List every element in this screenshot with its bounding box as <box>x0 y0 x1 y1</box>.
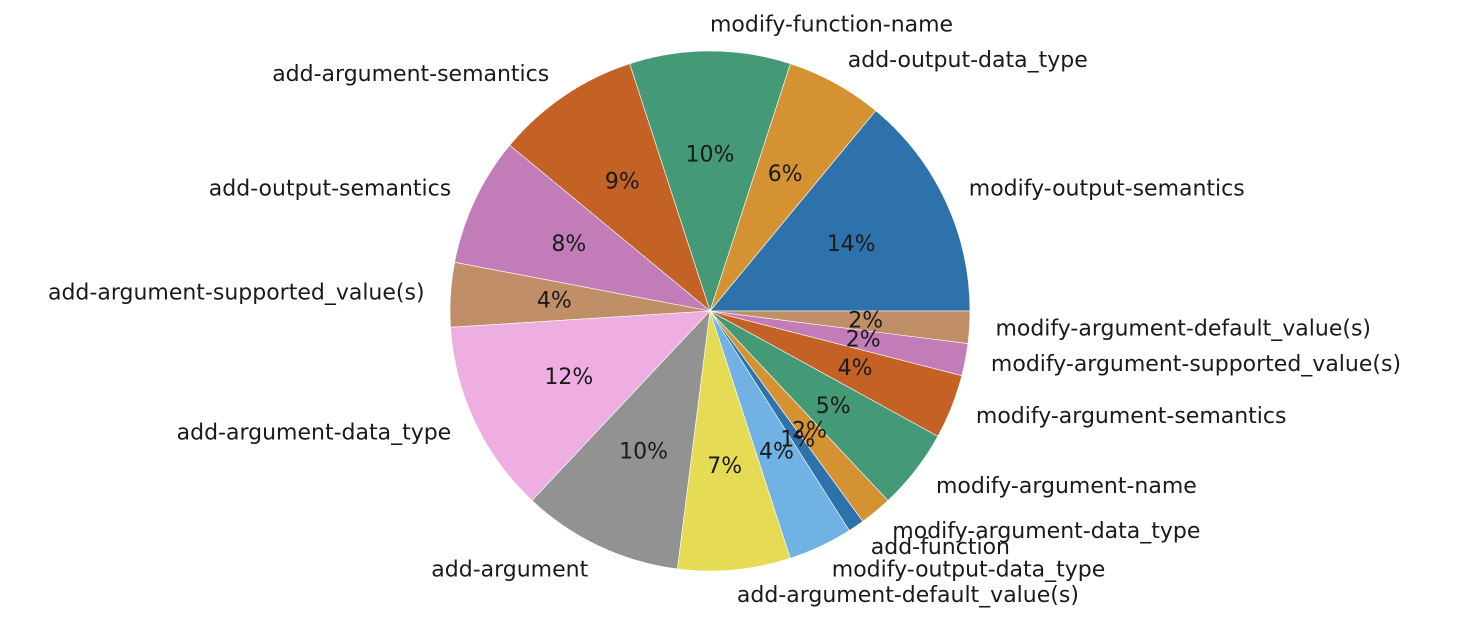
pie-percent-label: 2% <box>848 308 883 333</box>
pie-category-label: modify-argument-semantics <box>976 404 1287 429</box>
pie-slice-add-argument-semantics <box>509 63 711 312</box>
pie-slice-add-argument-default-value-s <box>677 310 791 572</box>
pie-slice-modify-function-name <box>629 50 791 312</box>
pie-percent-label: 5% <box>816 394 851 419</box>
pie-category-label: add-argument-data_type <box>177 420 452 445</box>
pie-percent-label: 1% <box>780 428 815 453</box>
pie-percent-label: 4% <box>759 440 794 465</box>
pie-slice-add-argument-data-type <box>450 310 711 501</box>
pie-percent-label: 8% <box>551 232 586 257</box>
pie-percent-labels: 14%6%10%9%8%4%12%10%7%4%1%2%5%4%2%2% <box>537 143 883 479</box>
pie-slice-modify-argument-default-value-s <box>709 310 971 344</box>
pie-percent-label: 10% <box>686 143 735 168</box>
pie-percent-label: 10% <box>619 440 668 465</box>
pie-slices <box>449 50 971 572</box>
pie-category-label: add-argument-supported_value(s) <box>48 281 425 306</box>
pie-category-label: modify-argument-name <box>936 474 1197 499</box>
pie-percent-label: 14% <box>827 232 876 257</box>
pie-percent-label: 6% <box>768 162 803 187</box>
pie-category-label: add-argument-semantics <box>272 62 549 87</box>
pie-slice-add-argument <box>531 310 711 570</box>
pie-percent-label: 4% <box>537 289 572 314</box>
pie-category-label: modify-argument-default_value(s) <box>995 316 1371 341</box>
pie-percent-label: 4% <box>838 356 873 381</box>
pie-category-label: add-argument-default_value(s) <box>737 583 1079 608</box>
pie-category-label: modify-function-name <box>710 13 953 38</box>
pie-percent-label: 2% <box>846 328 881 353</box>
pie-category-label: add-output-data_type <box>848 48 1088 73</box>
pie-category-label: modify-argument-data_type <box>892 519 1200 544</box>
pie-percent-label: 2% <box>792 419 827 444</box>
pie-category-label: modify-output-semantics <box>969 177 1245 202</box>
pie-percent-label: 9% <box>605 169 640 194</box>
pie-slice-add-output-semantics <box>454 144 711 312</box>
pie-category-label: add-argument <box>431 557 588 582</box>
pie-category-label: add-output-semantics <box>209 177 451 202</box>
pie-category-label: modify-argument-supported_value(s) <box>991 352 1401 377</box>
pie-slice-modify-output-semantics <box>709 110 971 312</box>
pie-category-labels: modify-output-semantics add-output-data_t… <box>48 13 1401 609</box>
pie-percent-label: 12% <box>544 365 593 390</box>
pie-category-label: add-function <box>871 535 1010 560</box>
pie-category-label: modify-output-data_type <box>832 557 1106 582</box>
pie-percent-label: 7% <box>707 454 742 479</box>
